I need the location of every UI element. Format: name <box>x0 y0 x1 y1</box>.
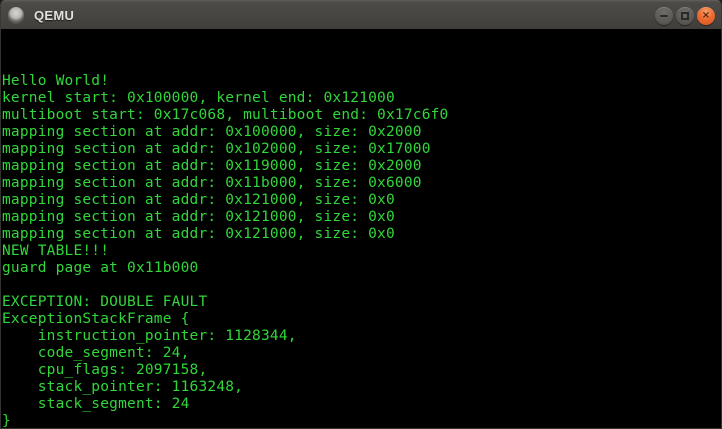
console-line: mapping section at addr: 0x121000, size:… <box>2 209 395 225</box>
minimize-button[interactable] <box>655 6 673 25</box>
console-line: mapping section at addr: 0x121000, size:… <box>2 192 395 208</box>
console-line: code_segment: 24, <box>2 345 190 361</box>
console-line: ExceptionStackFrame { <box>2 311 190 327</box>
console-line: mapping section at addr: 0x11b000, size:… <box>2 175 422 191</box>
console-line: stack_segment: 24 <box>2 396 190 412</box>
minimize-icon <box>655 7 673 25</box>
maximize-button[interactable] <box>676 6 694 25</box>
console-line: stack_pointer: 1163248, <box>2 379 244 395</box>
close-button[interactable]: × <box>697 6 715 25</box>
close-icon: × <box>701 9 711 21</box>
console-line: mapping section at addr: 0x121000, size:… <box>2 226 395 242</box>
window-title: QEMU <box>34 7 75 23</box>
console-line: instruction_pointer: 1128344, <box>2 328 297 344</box>
window-controls: × <box>655 1 715 30</box>
console-line: NEW TABLE!!! <box>2 243 110 259</box>
terminal-screen[interactable]: Hello World! kernel start: 0x100000, kern… <box>0 29 722 429</box>
console-line <box>2 277 449 294</box>
console-line: mapping section at addr: 0x102000, size:… <box>2 141 431 157</box>
console-line: EXCEPTION: DOUBLE FAULT <box>2 294 208 310</box>
console-line: mapping section at addr: 0x119000, size:… <box>2 158 422 174</box>
title-bar[interactable]: QEMU × <box>0 0 722 29</box>
console-line: kernel start: 0x100000, kernel end: 0x12… <box>2 90 395 106</box>
console-line: multiboot start: 0x17c068, multiboot end… <box>2 107 449 123</box>
console-line: guard page at 0x11b000 <box>2 260 199 276</box>
console-line: Hello World! <box>2 73 110 89</box>
maximize-icon <box>676 7 694 25</box>
console-line: cpu_flags: 2097158, <box>2 362 208 378</box>
qemu-app-icon <box>8 7 24 23</box>
console-line: } <box>2 413 11 429</box>
console-output: Hello World! kernel start: 0x100000, kern… <box>2 73 449 429</box>
console-line: mapping section at addr: 0x100000, size:… <box>2 124 422 140</box>
